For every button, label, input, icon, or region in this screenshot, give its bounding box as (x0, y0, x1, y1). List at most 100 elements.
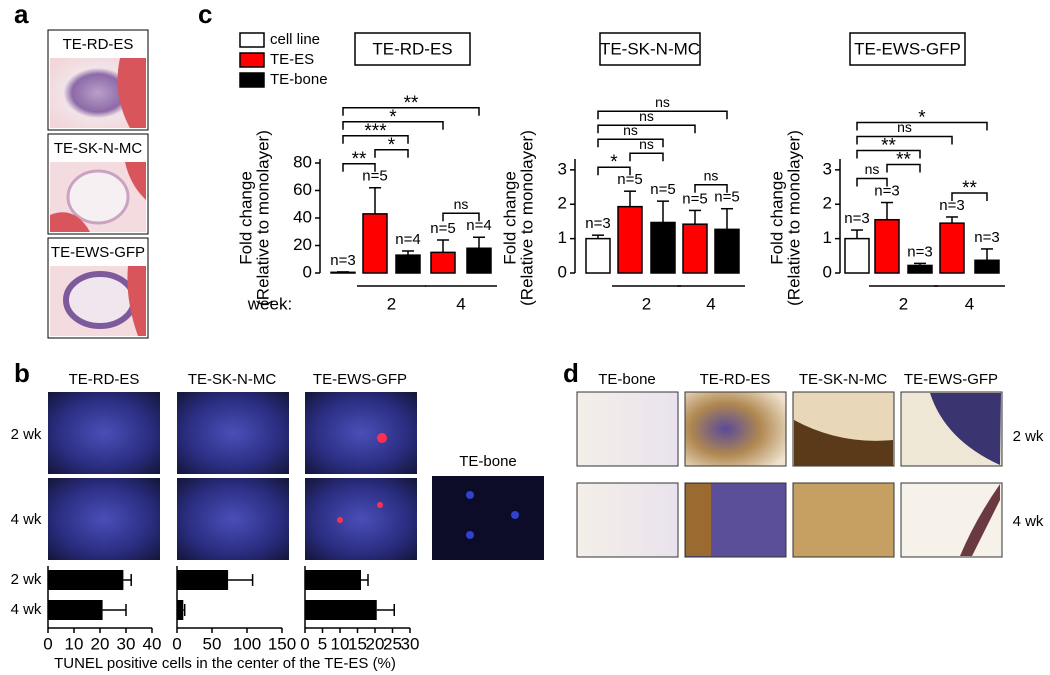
y-tick-label: 3 (558, 159, 567, 178)
control-label: TE-bone (459, 453, 517, 470)
significance-label: * (610, 152, 618, 173)
chart-title: TE-EWS-GFP (854, 39, 961, 58)
bar (48, 570, 124, 590)
row-label: 2 wk (1013, 428, 1044, 445)
group-label: 4 (456, 294, 465, 313)
legend-swatch (239, 52, 265, 68)
significance-bracket (951, 192, 988, 201)
significance-label: * (388, 135, 396, 156)
significance-label: ns (897, 119, 912, 135)
fluorescence-image (432, 476, 544, 560)
significance-label: ** (896, 150, 911, 171)
legend-label: cell line (270, 31, 320, 48)
bar (177, 600, 184, 620)
bar (362, 213, 388, 274)
y-axis-label: Fold change (236, 171, 255, 265)
sample-size: n=5 (362, 168, 387, 185)
panel-label: b (14, 358, 30, 388)
panel-label: c (198, 0, 212, 29)
panel-b: TE-RD-ES TE-SK-N-MC TE-EWS-GFP 2 wk 4 wk… (11, 371, 544, 672)
significance-bracket (597, 110, 728, 120)
x-tick-label: 15 (348, 634, 367, 653)
sample-size: n=4 (395, 231, 420, 248)
legend-label: TE-ES (270, 51, 314, 68)
significance-bracket (856, 149, 921, 159)
x-tick-label: 20 (366, 634, 385, 653)
significance-bracket (342, 163, 376, 172)
bar (939, 222, 965, 274)
stained-region (794, 420, 893, 466)
column-label: TE-SK-N-MC (799, 371, 887, 388)
tissue-ring (63, 271, 137, 329)
legend-label: TE-bone (270, 71, 328, 88)
sample-size: n=5 (714, 189, 739, 206)
row-label: 2 wk (11, 426, 42, 443)
sample-size: n=5 (617, 171, 642, 188)
x-tick-label: 30 (117, 634, 136, 653)
sample-size: n=3 (585, 215, 610, 232)
bar (682, 223, 708, 274)
chart-title: TE-RD-ES (372, 39, 452, 58)
sample-size: n=3 (874, 183, 899, 200)
stained-region (930, 393, 1001, 465)
bar (305, 570, 361, 590)
significance-label: ** (404, 93, 419, 114)
category-label: 4 wk (11, 601, 42, 618)
tunel-signal (377, 433, 387, 443)
category-label: 2 wk (11, 571, 42, 588)
y-tick-label: 1 (823, 228, 832, 247)
significance-bracket (856, 121, 988, 131)
nucleus (511, 511, 519, 519)
title-box (849, 32, 966, 66)
bar (650, 221, 676, 274)
tile-label: TE-SK-N-MC (54, 140, 142, 157)
x-tick-label: 150 (268, 634, 296, 653)
y-tick-label: 40 (293, 207, 312, 226)
y-axis-label: (Relative to monolayer) (253, 130, 272, 306)
fluorescence-image (177, 478, 289, 560)
y-axis-label: Fold change (767, 171, 786, 265)
x-tick-label: 0 (300, 634, 309, 653)
significance-bracket (597, 138, 664, 148)
fluorescence-image (305, 478, 417, 560)
significance-bracket (694, 183, 728, 193)
tunel-signal (337, 517, 343, 523)
legend-swatch (239, 72, 265, 88)
significance-bracket (342, 107, 480, 116)
tile-label: TE-EWS-GFP (51, 244, 145, 261)
y-axis-label: Fold change (500, 171, 519, 265)
panel-a: TE-RD-ES TE-SK-N-MC TE-EWS-GFP (47, 29, 149, 339)
bar (305, 600, 377, 620)
ihc-image (684, 391, 787, 467)
y-tick-label: 1 (558, 228, 567, 247)
x-tick-label: 10 (331, 634, 350, 653)
x-axis-label: week: (247, 294, 292, 313)
tissue-ring (66, 169, 130, 225)
y-tick-label: 0 (823, 262, 832, 281)
x-tick-label: 25 (383, 634, 402, 653)
significance-label: ns (623, 122, 638, 138)
y-tick-label: 60 (293, 180, 312, 199)
significance-label: ns (704, 167, 719, 183)
sample-size: n=3 (844, 210, 869, 227)
tile-label: TE-RD-ES (63, 36, 134, 53)
sample-size: n=5 (650, 181, 675, 198)
significance-bracket (597, 124, 696, 134)
x-tick-label: 30 (401, 634, 420, 653)
column-label: TE-EWS-GFP (313, 371, 407, 388)
significance-label: ** (352, 149, 367, 170)
significance-label: *** (364, 121, 387, 142)
chart-title: TE-SK-N-MC (600, 39, 700, 58)
ihc-image (792, 482, 895, 558)
tunel-signal (377, 502, 383, 508)
x-tick-label: 40 (143, 634, 162, 653)
x-tick-label: 0 (43, 634, 52, 653)
significance-bracket (856, 135, 953, 145)
bar (585, 237, 611, 274)
x-tick-label: 100 (233, 634, 261, 653)
sample-size: n=3 (939, 197, 964, 214)
sample-size: n=3 (907, 243, 932, 260)
y-axis-label: (Relative to monolayer) (517, 130, 536, 306)
y-tick-label: 0 (303, 262, 312, 281)
